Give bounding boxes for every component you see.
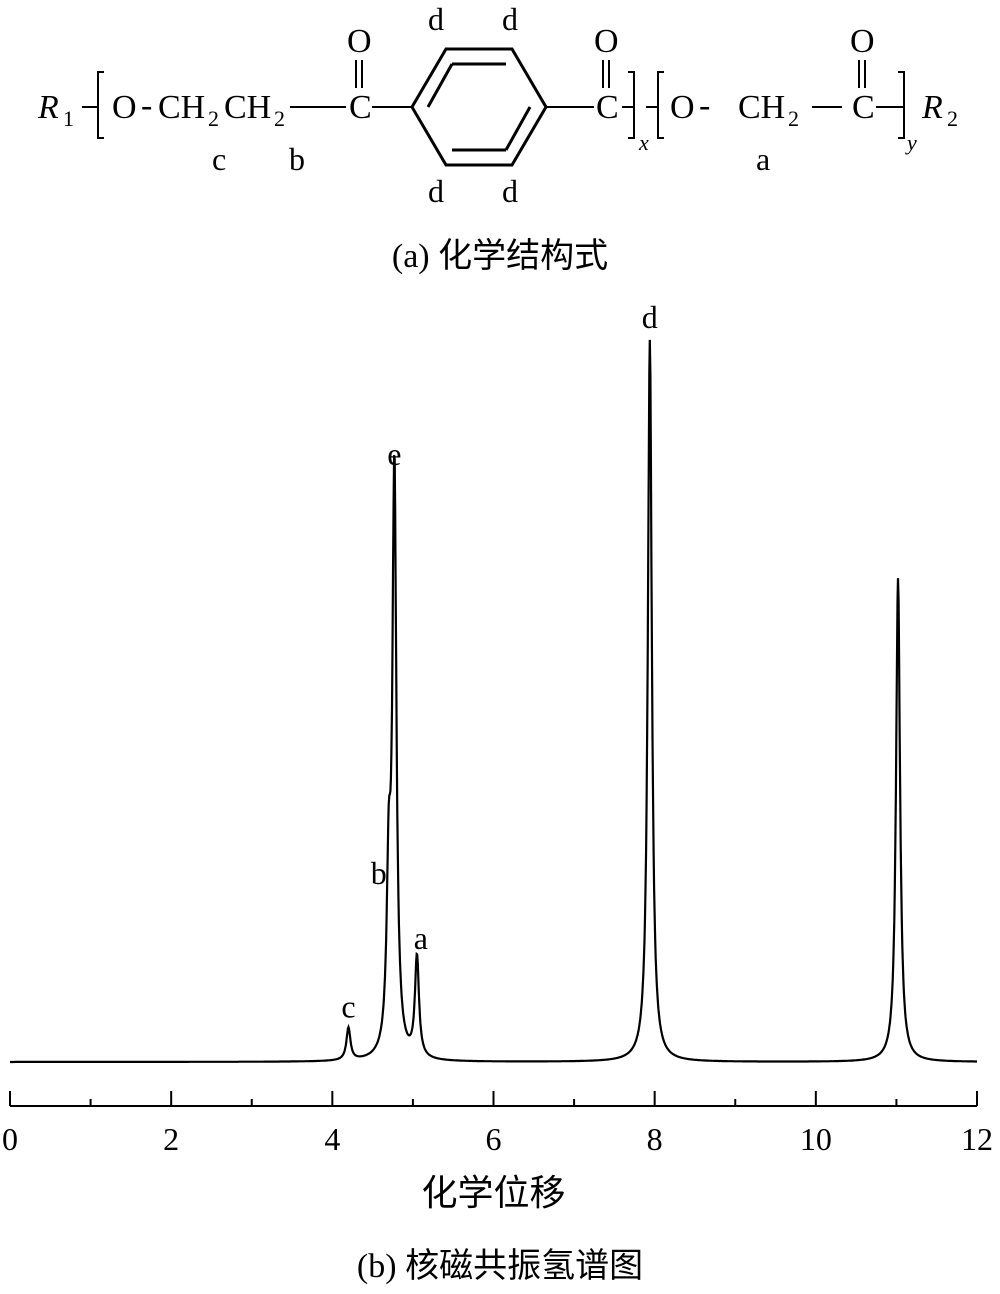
oxygen-1: O xyxy=(112,89,137,126)
ch2-b: CH xyxy=(224,89,271,126)
double-bond-1 xyxy=(355,60,363,88)
carbonyl-carbon-3: C xyxy=(852,89,875,126)
x-tick-label: 4 xyxy=(324,1121,340,1157)
ch2-c-sub: 2 xyxy=(208,106,219,131)
label-d-top-right: d xyxy=(502,1,518,37)
ch2-a: CH xyxy=(738,89,785,126)
peak-labels: c b e a d xyxy=(341,299,657,1025)
x-tick-label: 8 xyxy=(647,1121,663,1157)
r2-subscript: 2 xyxy=(947,106,958,131)
double-bond-2 xyxy=(602,60,610,88)
label-c: c xyxy=(212,141,226,177)
carbonyl-carbon-1: C xyxy=(349,89,372,126)
label-a: a xyxy=(756,141,770,177)
ch2-c: CH xyxy=(158,89,205,126)
carbonyl-oxygen-3: O xyxy=(850,23,875,60)
bond-dash-2: - xyxy=(699,87,710,124)
caption-spectrum: (b) 核磁共振氢谱图 xyxy=(356,1248,644,1285)
peak-label-d: d xyxy=(642,299,658,335)
spectrum-line xyxy=(10,339,977,1064)
x-tick-label: 0 xyxy=(2,1121,18,1157)
double-bond-3 xyxy=(858,60,866,88)
peak-label-b: b xyxy=(371,855,387,891)
x-tick-label: 12 xyxy=(961,1121,993,1157)
label-d-top-left: d xyxy=(428,1,444,37)
bracket-x-left xyxy=(82,71,104,139)
subscript-y: y xyxy=(905,130,917,155)
label-d-bottom-right: d xyxy=(502,173,518,209)
x-tick-label: 10 xyxy=(800,1121,832,1157)
peak-label-c: c xyxy=(341,989,355,1025)
ch2-b-sub: 2 xyxy=(274,106,285,131)
x-axis-title: 化学位移 xyxy=(421,1173,565,1213)
x-ticks xyxy=(9,1091,978,1106)
bracket-y-right xyxy=(876,71,905,139)
subscript-x: x xyxy=(638,130,649,155)
r2-group: R xyxy=(921,89,943,126)
bond-dash-1: - xyxy=(141,87,152,124)
benzene-ring xyxy=(410,47,548,167)
x-tick-labels: 0 2 4 6 8 10 12 xyxy=(2,1121,993,1157)
caption-structure: (a) 化学结构式 xyxy=(391,238,609,275)
ch2-a-sub: 2 xyxy=(788,106,799,131)
oxygen-2: O xyxy=(670,89,695,126)
x-tick-label: 6 xyxy=(486,1121,502,1157)
nmr-spectrum: c b e a d 0 2 4 6 8 10 12 化学位移 xyxy=(2,299,993,1213)
carbonyl-oxygen-1: O xyxy=(347,23,372,60)
label-b: b xyxy=(289,141,305,177)
chemical-structure: R 1 O - CH 2 CH 2 C O C xyxy=(37,1,958,209)
carbonyl-carbon-2: C xyxy=(596,89,619,126)
bracket-y-left xyxy=(646,71,664,139)
label-d-bottom-left: d xyxy=(428,173,444,209)
peak-label-a: a xyxy=(414,920,428,956)
r1-group: R xyxy=(37,89,59,126)
bracket-x-right xyxy=(622,71,635,139)
x-tick-label: 2 xyxy=(163,1121,179,1157)
carbonyl-oxygen-2: O xyxy=(594,23,619,60)
r1-subscript: 1 xyxy=(63,106,74,131)
peak-label-e: e xyxy=(387,436,401,472)
